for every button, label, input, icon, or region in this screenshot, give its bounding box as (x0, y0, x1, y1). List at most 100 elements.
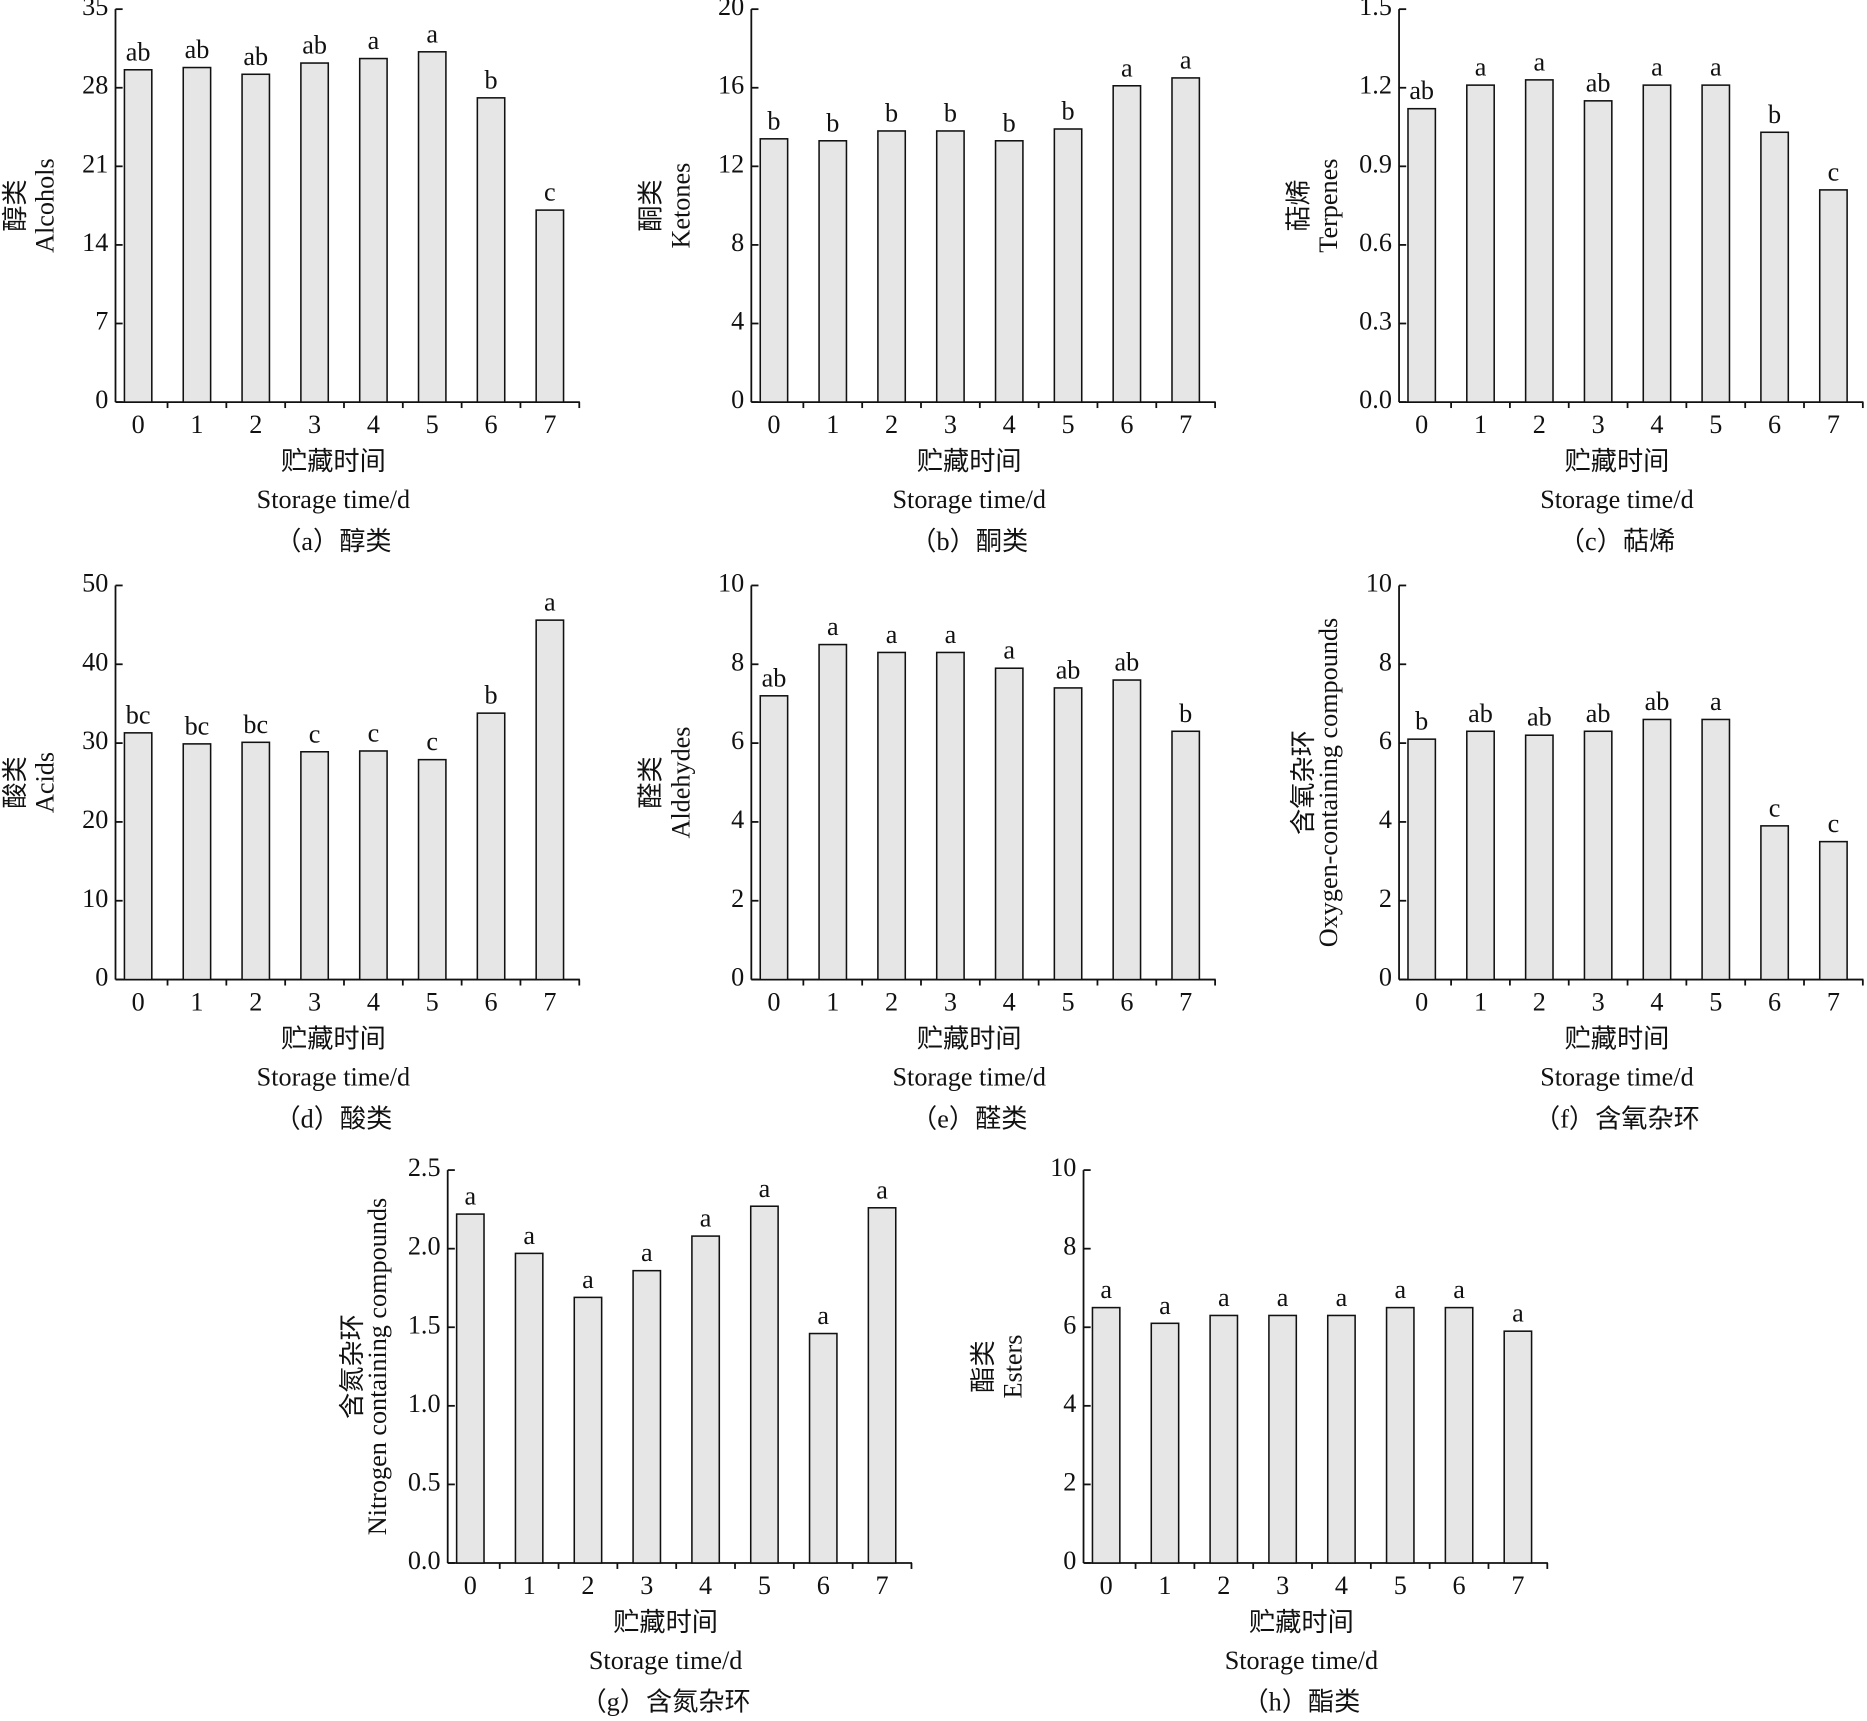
caption: （a）醇类 (275, 527, 391, 556)
y-tick-label: 4 (731, 307, 744, 336)
x-tick-label: 0 (1415, 410, 1428, 439)
x-tick-label: 0 (464, 1571, 477, 1600)
y-axis-label: 含氮杂环 (338, 1314, 367, 1419)
y-axis-label: Aldehydes (666, 727, 695, 839)
significance-label: a (523, 1221, 535, 1250)
significance-label: ab (1468, 699, 1493, 728)
y-tick-label: 6 (731, 726, 744, 755)
significance-label: c (1828, 809, 1840, 838)
significance-label: a (1121, 53, 1133, 82)
x-axis-label: 贮藏时间 (917, 1025, 1022, 1054)
x-tick-label: 3 (944, 988, 957, 1017)
significance-label: ab (762, 663, 787, 692)
x-tick-label: 6 (1768, 988, 1781, 1017)
x-tick-label: 0 (1100, 1571, 1113, 1600)
bar (1053, 687, 1083, 981)
y-tick-label: 4 (731, 805, 744, 834)
subplot: 0 7 14 21 28 35 ab 0 ab 1 ab 2 ab 3 a 4 a 5 b 6 c 7 贮藏时间 Storag… (1, 0, 581, 556)
x-tick-label: 2 (1217, 1571, 1230, 1600)
y-axis-label: 酮类 (637, 179, 666, 231)
bar (1112, 679, 1142, 981)
x-tick-label: 5 (426, 988, 439, 1017)
significance-label: b (1768, 100, 1781, 129)
significance-label: a (426, 19, 438, 48)
y-tick-label: 0 (95, 385, 108, 414)
significance-label: b (885, 99, 898, 128)
significance-label: a (1651, 53, 1663, 82)
x-tick-label: 4 (367, 988, 380, 1017)
y-tick-label: 0.5 (408, 1467, 441, 1496)
caption: （g）含氮杂环 (580, 1688, 750, 1717)
bar (994, 667, 1024, 981)
x-tick-label: 6 (1453, 1571, 1466, 1600)
bar (1268, 1314, 1298, 1564)
bar (1209, 1314, 1239, 1564)
bar (241, 741, 271, 981)
x-tick-label: 1 (1158, 1571, 1171, 1600)
y-axis-label: Terpenes (1314, 159, 1343, 253)
significance-label: ab (1115, 648, 1140, 677)
significance-label: ab (1586, 68, 1611, 97)
x-tick-label: 3 (944, 410, 957, 439)
bar (1326, 1314, 1356, 1564)
x-tick-label: 1 (826, 988, 839, 1017)
significance-label: ab (1527, 703, 1552, 732)
significance-label: b (1062, 97, 1075, 126)
x-tick-label: 2 (885, 410, 898, 439)
significance-label: b (484, 65, 497, 94)
bar (1503, 1330, 1533, 1564)
significance-label: a (582, 1265, 594, 1294)
x-tick-label: 5 (1062, 410, 1075, 439)
significance-label: a (827, 612, 839, 641)
significance-label: ab (243, 42, 268, 71)
bar (1642, 84, 1672, 403)
x-axis-label: 贮藏时间 (1565, 1025, 1670, 1054)
y-tick-label: 8 (731, 647, 744, 676)
y-tick-label: 6 (1063, 1310, 1076, 1339)
significance-label: b (1415, 707, 1428, 736)
x-axis-label: 贮藏时间 (281, 447, 386, 476)
y-tick-label: 4 (1379, 805, 1392, 834)
y-tick-label: 20 (718, 0, 744, 21)
x-tick-label: 1 (190, 410, 203, 439)
bar (476, 97, 506, 403)
y-axis-label: Ketones (666, 163, 695, 249)
bar (1091, 1306, 1121, 1564)
y-tick-label: 0.0 (1359, 385, 1392, 414)
bar (514, 1252, 544, 1564)
x-tick-label: 6 (1120, 410, 1133, 439)
significance-label: c (1828, 157, 1840, 186)
x-tick-label: 7 (876, 1571, 889, 1600)
significance-label: a (1394, 1275, 1406, 1304)
x-axis-label: Storage time/d (257, 485, 410, 514)
y-axis-label: Esters (999, 1335, 1028, 1399)
x-tick-label: 1 (826, 410, 839, 439)
bar (300, 62, 330, 403)
significance-label: b (484, 681, 497, 710)
y-tick-label: 10 (1366, 568, 1392, 597)
bar (1818, 189, 1848, 403)
y-tick-label: 16 (718, 71, 744, 100)
x-axis-label: Storage time/d (589, 1646, 742, 1675)
bar (1524, 734, 1554, 981)
y-tick-label: 0 (95, 963, 108, 992)
y-tick-label: 12 (718, 149, 744, 178)
x-tick-label: 0 (132, 410, 145, 439)
x-tick-label: 7 (1179, 988, 1192, 1017)
significance-label: a (1159, 1291, 1171, 1320)
significance-label: a (759, 1174, 771, 1203)
x-tick-label: 2 (249, 410, 262, 439)
bar (1642, 718, 1672, 981)
y-tick-label: 4 (1063, 1389, 1076, 1418)
x-tick-label: 6 (817, 1571, 830, 1600)
significance-label: a (544, 588, 556, 617)
x-tick-label: 2 (1533, 410, 1546, 439)
y-tick-label: 20 (82, 805, 108, 834)
significance-label: a (465, 1182, 477, 1211)
x-tick-label: 0 (767, 410, 780, 439)
bar (535, 619, 565, 981)
y-tick-label: 14 (82, 228, 108, 257)
bar (1760, 825, 1790, 981)
x-tick-label: 4 (367, 410, 380, 439)
x-tick-label: 2 (1533, 988, 1546, 1017)
